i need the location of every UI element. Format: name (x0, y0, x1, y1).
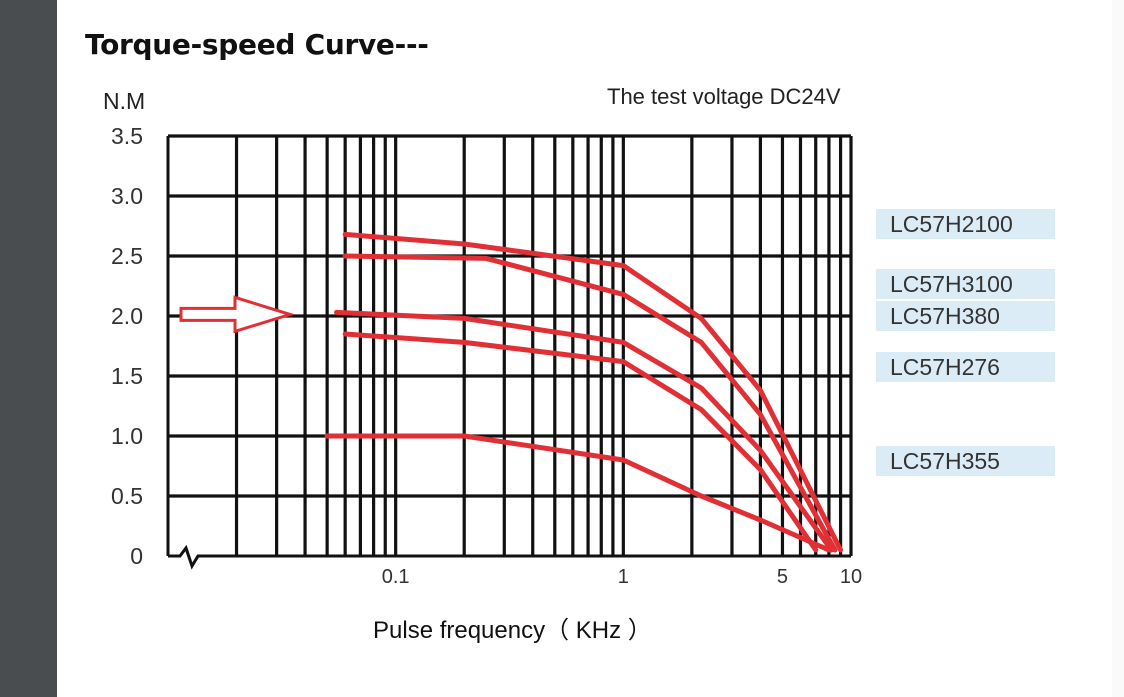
series-line (342, 331, 819, 553)
legend-entry: LC57H380 (876, 301, 1055, 331)
x-tick-label: 1 (618, 566, 629, 588)
y-tick-label: 2.0 (111, 303, 143, 329)
right-frame-strip (1112, 0, 1124, 697)
chart-subtitle: The test voltage DC24V (607, 84, 841, 109)
legend-entry: LC57H2100 (876, 209, 1055, 239)
pointer-arrow-icon (179, 295, 296, 334)
x-axis-break-line (168, 544, 851, 570)
page-title: Torque-speed Curve--- (85, 28, 429, 61)
legend-entry: LC57H3100 (876, 269, 1055, 299)
y-tick-label: 0 (130, 543, 143, 569)
y-tick-label: 3.5 (111, 123, 143, 149)
y-tick-label: 2.5 (111, 243, 143, 269)
legend-entry: LC57H355 (876, 446, 1055, 476)
y-tick-label: 1.5 (111, 363, 143, 389)
series-line (342, 253, 838, 553)
y-tick-label: 1.0 (111, 423, 143, 449)
x-tick-label: 0.1 (382, 566, 410, 588)
series-line (334, 309, 834, 553)
y-axis-unit-label: N.M (103, 88, 146, 114)
series-line (324, 433, 832, 553)
series-line (342, 231, 844, 553)
legend-entry: LC57H276 (876, 352, 1055, 382)
x-tick-label: 5 (777, 566, 788, 588)
x-tick-label: 10 (840, 566, 862, 588)
left-frame-bar (0, 0, 57, 697)
y-tick-label: 0.5 (111, 483, 143, 509)
y-tick-label: 3.0 (111, 183, 143, 209)
x-axis-title: Pulse frequency（ KHz ） (373, 617, 652, 644)
